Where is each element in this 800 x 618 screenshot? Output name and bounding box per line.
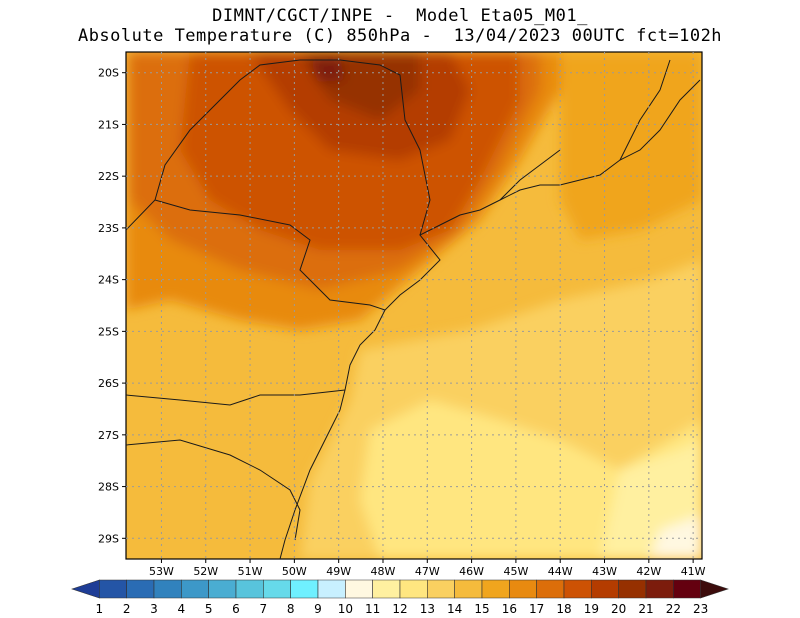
colorbar-swatch xyxy=(235,579,264,599)
lon-label: 46W xyxy=(459,565,484,578)
lon-label: 52W xyxy=(193,565,218,578)
colorbar-label: 1 xyxy=(96,602,104,616)
lon-label: 44W xyxy=(548,565,573,578)
map-frame xyxy=(125,51,703,560)
colorbar-swatch xyxy=(345,579,373,599)
colorbar-swatch xyxy=(372,579,401,599)
colorbar-label: 13 xyxy=(420,602,435,616)
colorbar-label: 23 xyxy=(693,602,708,616)
lon-label: 41W xyxy=(681,565,706,578)
map-title: DIMNT/CGCT/INPE - Model Eta05_M01_ xyxy=(212,6,588,26)
colorbar-swatch xyxy=(481,579,510,599)
lat-label: 22S xyxy=(98,170,119,183)
colorbar-label: 8 xyxy=(287,602,295,616)
colorbar-swatch xyxy=(454,579,483,599)
lat-lon-grid xyxy=(126,52,702,559)
lat-label: 25S xyxy=(98,325,119,338)
colorbar-label: 19 xyxy=(584,602,599,616)
colorbar-swatch xyxy=(563,579,592,599)
colorbar-swatch xyxy=(427,579,455,599)
colorbar-swatch xyxy=(181,579,209,599)
colorbar: 1 2 3 4 5 6 7 8 9 10 11 12 13 14 15 16 17 18 19 20 21 22 23 xyxy=(71,579,729,616)
colorbar-label: 9 xyxy=(314,602,322,616)
colorbar-swatch xyxy=(153,579,182,599)
colorbar-swatch xyxy=(673,579,701,599)
map-subtitle: Absolute Temperature (C) 850hPa - 13/04/… xyxy=(77,26,723,46)
colorbar-swatch xyxy=(700,579,729,599)
lon-label: 47W xyxy=(415,565,440,578)
lat-label: 24S xyxy=(98,274,119,287)
colorbar-label: 6 xyxy=(232,602,240,616)
lat-label: 20S xyxy=(98,67,119,80)
colorbar-swatch xyxy=(591,579,619,599)
colorbar-label: 7 xyxy=(260,602,268,616)
lon-label: 48W xyxy=(371,565,396,578)
colorbar-label: 2 xyxy=(123,602,131,616)
colorbar-label: 15 xyxy=(474,602,489,616)
colorbar-label: 22 xyxy=(666,602,681,616)
lon-label: 45W xyxy=(503,565,528,578)
lon-label: 50W xyxy=(282,565,307,578)
colorbar-swatch xyxy=(290,579,319,599)
colorbar-label: 4 xyxy=(178,602,186,616)
colorbar-swatch xyxy=(71,579,100,599)
colorbar-label: 20 xyxy=(611,602,626,616)
colorbar-label: 10 xyxy=(338,602,353,616)
lat-label: 21S xyxy=(98,118,119,131)
lat-label: 26S xyxy=(98,377,119,390)
lat-label: 28S xyxy=(98,481,119,494)
colorbar-label: 12 xyxy=(392,602,407,616)
colorbar-swatch xyxy=(126,579,155,599)
lon-label: 49W xyxy=(326,565,351,578)
colorbar-label: 21 xyxy=(638,602,653,616)
colorbar-swatch xyxy=(208,579,237,599)
coastline-borders xyxy=(126,59,701,559)
lat-label: 23S xyxy=(98,222,119,235)
colorbar-label: 5 xyxy=(205,602,213,616)
colorbar-swatch xyxy=(263,579,291,599)
lat-label: 27S xyxy=(98,429,119,442)
lon-label: 43W xyxy=(592,565,617,578)
lat-label: 29S xyxy=(98,532,119,545)
colorbar-label: 14 xyxy=(447,602,462,616)
colorbar-label: 17 xyxy=(529,602,544,616)
colorbar-swatch xyxy=(317,579,346,599)
lon-label: 51W xyxy=(238,565,263,578)
colorbar-swatch xyxy=(645,579,674,599)
colorbar-label: 3 xyxy=(150,602,158,616)
colorbar-swatch xyxy=(509,579,537,599)
lon-label: 53W xyxy=(149,565,174,578)
colorbar-swatch xyxy=(399,579,428,599)
colorbar-swatch xyxy=(99,579,127,599)
axis-labels: 20S 21S 22S 23S 24S 25S 26S 27S 28S 29S 53W 52W 51W 5… xyxy=(98,67,706,578)
temperature-field xyxy=(126,52,702,559)
colorbar-swatch xyxy=(536,579,565,599)
colorbar-label: 18 xyxy=(556,602,571,616)
colorbar-label: 16 xyxy=(502,602,517,616)
lon-label: 42W xyxy=(636,565,661,578)
colorbar-label: 11 xyxy=(365,602,380,616)
colorbar-swatch xyxy=(618,579,647,599)
